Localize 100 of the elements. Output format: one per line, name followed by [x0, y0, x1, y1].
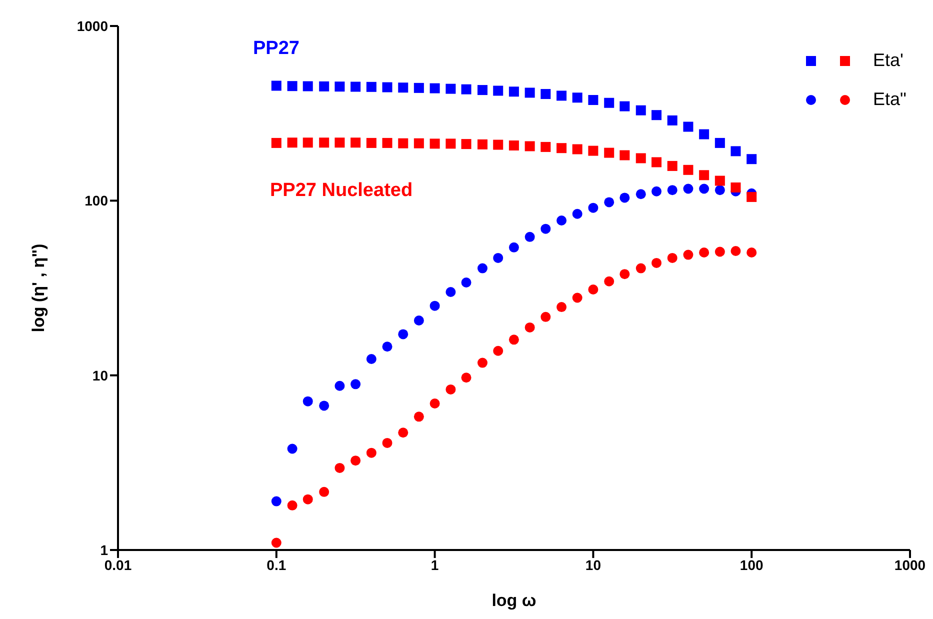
- legend-label: Eta': [873, 50, 904, 71]
- point: [604, 148, 614, 158]
- point: [699, 129, 710, 140]
- y-tick-label: 1000: [76, 18, 108, 34]
- point: [572, 292, 582, 303]
- point: [271, 496, 282, 506]
- y-tick-label: 10: [92, 367, 108, 384]
- point: [398, 329, 408, 340]
- point: [430, 398, 440, 408]
- point: [430, 300, 440, 311]
- point: [572, 144, 582, 154]
- point: [652, 110, 662, 120]
- point: [699, 170, 710, 180]
- point: [493, 252, 504, 263]
- point: [652, 186, 662, 196]
- point: [508, 140, 519, 150]
- point: [493, 140, 504, 150]
- point: [302, 81, 313, 92]
- point: [730, 146, 741, 156]
- point: [620, 192, 630, 203]
- point: [334, 138, 345, 148]
- point: [683, 250, 694, 260]
- point: [588, 202, 598, 213]
- point: [319, 486, 330, 497]
- point: [477, 263, 488, 274]
- point: [714, 246, 725, 257]
- point: [699, 247, 710, 258]
- point: [540, 89, 551, 100]
- point: [540, 224, 551, 234]
- point: [430, 83, 440, 94]
- point: [477, 85, 488, 96]
- point: [382, 138, 392, 148]
- point: [414, 412, 424, 422]
- point: [366, 448, 376, 458]
- point: [540, 312, 551, 322]
- point: [350, 82, 361, 92]
- point: [572, 92, 582, 103]
- point: [271, 538, 282, 548]
- point: [477, 139, 488, 150]
- point: [414, 138, 424, 148]
- point: [746, 192, 757, 202]
- x-tick-label: 10: [585, 556, 602, 573]
- x-tick-label: 1: [430, 556, 439, 573]
- point: [730, 182, 741, 192]
- point: [461, 278, 472, 288]
- point: [636, 263, 646, 274]
- point: [302, 494, 313, 504]
- point: [350, 456, 361, 466]
- point: [620, 269, 630, 280]
- point: [588, 284, 598, 295]
- x-axis-title: log ω: [492, 591, 536, 610]
- point: [667, 252, 678, 263]
- point: [493, 346, 504, 356]
- point: [524, 322, 535, 332]
- point: [714, 138, 725, 148]
- point: [446, 286, 456, 297]
- point: [667, 160, 678, 171]
- point: [382, 82, 392, 92]
- point: [556, 215, 567, 226]
- point: [319, 400, 330, 411]
- point: [477, 358, 488, 368]
- point: [508, 242, 519, 252]
- point: [730, 246, 741, 256]
- point: [746, 154, 757, 164]
- point: [461, 139, 472, 150]
- point: [652, 258, 662, 268]
- point: [398, 82, 408, 93]
- point: [604, 276, 614, 286]
- point: [699, 184, 710, 194]
- point: [572, 208, 582, 219]
- x-tick-label: 100: [740, 556, 764, 573]
- point: [287, 500, 298, 510]
- point: [588, 146, 598, 156]
- point: [683, 184, 694, 194]
- point: [683, 164, 694, 175]
- point: [366, 82, 376, 92]
- point: [636, 105, 646, 116]
- point: [620, 101, 630, 112]
- point: [398, 138, 408, 148]
- point: [319, 81, 330, 92]
- point: [667, 115, 678, 126]
- point: [319, 138, 330, 148]
- point: [302, 396, 313, 406]
- point: [604, 197, 614, 208]
- point: [414, 316, 424, 326]
- point: [714, 185, 725, 196]
- y-axis-title: log (η' , η"): [29, 244, 48, 332]
- y-tick-label: 1: [100, 542, 108, 558]
- point: [524, 141, 535, 152]
- point: [652, 157, 662, 168]
- point: [398, 428, 408, 438]
- point: [287, 138, 298, 148]
- point: [446, 138, 456, 149]
- point: [430, 138, 440, 149]
- y-tick-label: 100: [84, 192, 108, 209]
- point: [556, 90, 567, 101]
- point: [334, 82, 345, 92]
- point: [524, 232, 535, 242]
- point: [636, 189, 646, 200]
- point: [350, 379, 361, 390]
